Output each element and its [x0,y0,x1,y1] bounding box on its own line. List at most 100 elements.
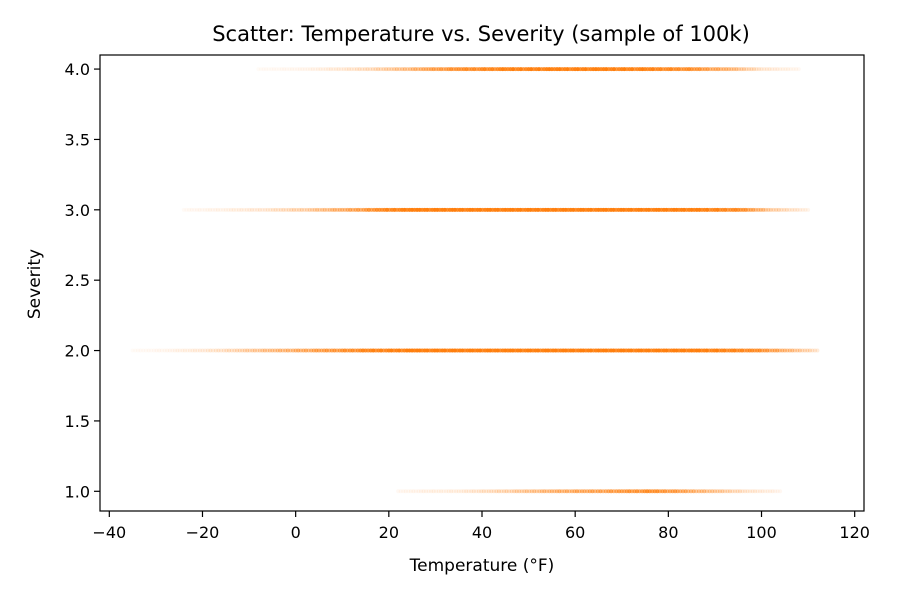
data-point [517,489,522,494]
data-point [278,207,283,212]
y-tick-label: 1.5 [65,412,90,431]
data-point [812,348,817,353]
data-point [249,207,254,212]
data-point [754,67,759,72]
data-point [247,207,252,212]
data-point [235,348,240,353]
data-point [290,67,295,72]
data-point [373,67,378,72]
data-point [211,348,216,353]
data-point [273,207,278,212]
severity-4-points [271,67,801,72]
data-point [151,348,156,353]
data-point [180,348,185,353]
data-point [245,348,250,353]
data-point [444,489,449,494]
data-point [758,489,763,494]
data-point [280,348,285,353]
data-point [247,348,252,353]
data-point [739,67,744,72]
data-point [165,348,170,353]
data-point [265,348,270,353]
data-point [775,67,780,72]
data-point [276,207,281,212]
data-point [726,67,731,72]
data-point [777,348,782,353]
data-point [768,207,773,212]
data-point [466,489,471,494]
data-point [756,207,761,212]
data-point [157,348,162,353]
data-point [436,489,441,494]
data-point [416,489,421,494]
data-point [717,489,722,494]
data-point [242,207,247,212]
data-point [762,67,767,72]
data-point [288,348,293,353]
data-point [154,348,159,353]
x-tick-label: 120 [839,523,870,542]
data-point [461,489,466,494]
data-point [229,207,234,212]
data-point [527,489,532,494]
data-point [185,348,190,353]
data-point [787,207,792,212]
data-point [768,489,773,494]
data-point [376,67,381,72]
data-point [138,348,143,353]
data-point [795,348,800,353]
data-point [792,207,797,212]
data-point [229,348,234,353]
data-point [451,489,456,494]
data-point [454,489,459,494]
data-point [384,67,389,72]
data-point [725,489,730,494]
data-point [767,67,772,72]
data-point [267,348,272,353]
data-point [567,489,572,494]
data-point [489,489,494,494]
data-point [291,207,296,212]
data-point [753,489,758,494]
data-point [192,348,197,353]
data-point [426,489,431,494]
data-point [727,489,732,494]
data-point [175,348,180,353]
data-point [262,348,267,353]
data-point [242,348,247,353]
data-point [162,348,167,353]
data-point [305,67,310,72]
data-point [509,489,514,494]
data-point [294,207,299,212]
points-layer [138,67,820,494]
data-point [757,67,762,72]
data-point [559,489,564,494]
data-point [532,489,537,494]
data-point [746,67,751,72]
data-point [476,489,481,494]
data-point [779,207,784,212]
data-point [790,348,795,353]
data-point [354,67,359,72]
data-point [770,67,775,72]
x-tick-label: 80 [658,523,678,542]
data-point [736,67,741,72]
data-point [402,67,407,72]
data-point [190,348,195,353]
data-point [205,207,210,212]
data-point [219,348,224,353]
data-point [346,67,351,72]
y-tick-label: 4.0 [65,60,90,79]
data-point [277,67,282,72]
data-point [766,207,771,212]
data-point [300,67,305,72]
data-point [344,67,349,72]
data-point [792,348,797,353]
data-point [699,489,704,494]
data-point [771,207,776,212]
data-point [318,67,323,72]
data-point [260,348,265,353]
data-point [159,348,164,353]
data-point [519,489,524,494]
